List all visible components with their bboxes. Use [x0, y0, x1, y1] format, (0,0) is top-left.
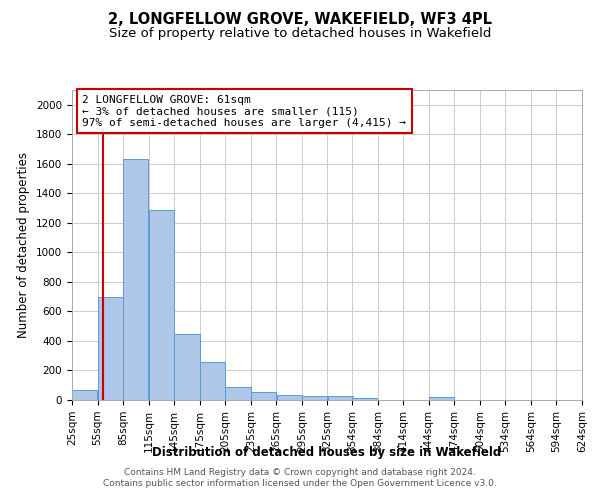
- Bar: [72, 390, 97, 400]
- Text: Distribution of detached houses by size in Wakefield: Distribution of detached houses by size …: [152, 446, 502, 459]
- Bar: [302, 396, 327, 400]
- Bar: [175, 334, 199, 400]
- Bar: [429, 397, 454, 400]
- Bar: [251, 392, 276, 400]
- Text: Size of property relative to detached houses in Wakefield: Size of property relative to detached ho…: [109, 28, 491, 40]
- Bar: [98, 296, 123, 400]
- Y-axis label: Number of detached properties: Number of detached properties: [17, 152, 31, 338]
- Bar: [328, 396, 353, 400]
- Bar: [123, 160, 148, 400]
- Bar: [226, 386, 251, 400]
- Bar: [200, 362, 225, 400]
- Bar: [149, 210, 174, 400]
- Text: 2 LONGFELLOW GROVE: 61sqm
← 3% of detached houses are smaller (115)
97% of semi-: 2 LONGFELLOW GROVE: 61sqm ← 3% of detach…: [82, 94, 406, 128]
- Text: Contains HM Land Registry data © Crown copyright and database right 2024.
Contai: Contains HM Land Registry data © Crown c…: [103, 468, 497, 487]
- Bar: [277, 395, 302, 400]
- Bar: [352, 398, 377, 400]
- Text: 2, LONGFELLOW GROVE, WAKEFIELD, WF3 4PL: 2, LONGFELLOW GROVE, WAKEFIELD, WF3 4PL: [108, 12, 492, 28]
